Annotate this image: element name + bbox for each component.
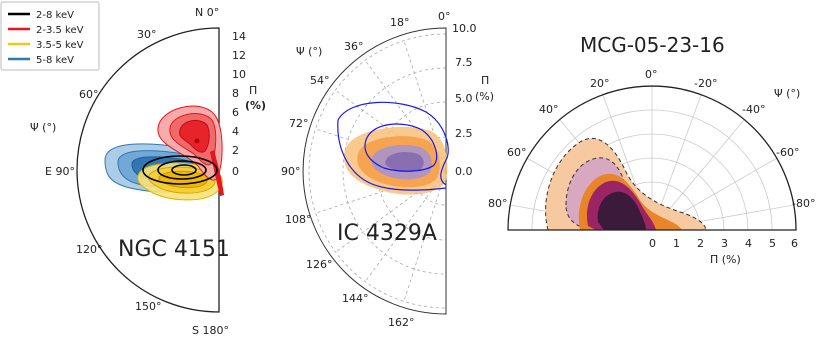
legend-label: 3.5-5 keV <box>36 40 84 51</box>
radial-tick: 1 <box>673 237 680 250</box>
radial-tick: 0.0 <box>455 165 473 178</box>
angle-tick: 36° <box>344 40 364 53</box>
angle-axis-label: Ψ (°) <box>296 45 322 58</box>
radial-tick: 6 <box>791 237 798 250</box>
angle-tick: -60° <box>776 146 799 159</box>
angle-tick: 90° <box>281 165 301 178</box>
radial-tick: 5 <box>769 237 776 250</box>
angle-tick: 18° <box>390 16 410 29</box>
radial-tick: 7.5 <box>455 56 473 69</box>
radial-tick: 4 <box>232 125 239 138</box>
radial-tick: 3 <box>721 237 728 250</box>
panel-title: MCG-05-23-16 <box>580 33 725 57</box>
angle-tick: 60° <box>507 146 527 159</box>
legend-box <box>0 1 100 71</box>
legend: 2-8 keV 2-3.5 keV 3.5-5 keV 5-8 keV <box>0 1 100 71</box>
angle-axis-label: Ψ (°) <box>774 87 800 100</box>
contour-2-8kev <box>142 155 218 185</box>
angle-tick: 144° <box>342 292 369 305</box>
contour-dark <box>597 191 646 230</box>
radial-tick: 2 <box>697 237 704 250</box>
panel-title: IC 4329A <box>337 221 437 246</box>
polar-axes-boundary <box>507 85 797 231</box>
radial-tick: 4 <box>745 237 752 250</box>
angle-tick: 72° <box>289 117 309 130</box>
angle-axis-label: Ψ (°) <box>30 121 56 134</box>
panel-title: NGC 4151 <box>118 237 230 262</box>
radial-axis-label: Π <box>249 84 257 97</box>
radial-tick: 8 <box>232 87 239 100</box>
angle-tick-0: N 0° <box>195 6 219 19</box>
radial-tick: 10.0 <box>452 22 477 35</box>
radial-tick: 5.0 <box>455 92 473 105</box>
panel-mcg052316: 0° 20° 40° 60° 80° -20° -40° -60° -80° 0… <box>488 33 815 266</box>
radial-tick: 10 <box>232 68 246 81</box>
angle-tick-120: 120° <box>76 243 103 256</box>
best-fit-marker <box>194 138 200 144</box>
radial-tick: 14 <box>232 30 246 43</box>
angle-tick: 20° <box>590 77 610 90</box>
radial-axis-unit: (%) <box>245 99 266 112</box>
angle-tick: -80° <box>792 197 815 210</box>
angle-tick-60: 60° <box>79 88 99 101</box>
polar-axes-boundary <box>302 27 447 315</box>
angle-tick-180: S 180° <box>192 324 229 337</box>
legend-label: 2-3.5 keV <box>36 25 84 36</box>
angle-tick: 108° <box>285 213 312 226</box>
angle-tick-150: 150° <box>135 300 162 313</box>
angle-tick: 40° <box>539 103 559 116</box>
radial-tick: 2.5 <box>455 127 473 140</box>
angle-tick: -20° <box>694 77 717 90</box>
angle-tick: 126° <box>306 258 333 271</box>
radial-tick: 2 <box>232 144 239 157</box>
panel-ngc4151: N 0° 30° 60° E 90° 120° 150° S 180° 14 1… <box>0 1 266 337</box>
legend-label: 2-8 keV <box>36 10 74 21</box>
angle-tick-90: E 90° <box>45 165 75 178</box>
angle-tick-30: 30° <box>137 28 157 41</box>
angle-tick: 54° <box>310 74 330 87</box>
radial-axis-label: Π (%) <box>710 253 741 266</box>
angle-tick: -40° <box>742 103 765 116</box>
angle-tick: 0° <box>645 68 658 81</box>
radial-tick: 0 <box>649 237 656 250</box>
radial-tick: 0 <box>232 165 239 178</box>
radial-ticks: 14 12 10 8 6 4 2 0 <box>232 30 246 178</box>
radial-axis-label: Π <box>481 74 489 87</box>
radial-tick: 12 <box>232 49 246 62</box>
angle-tick: 80° <box>488 197 508 210</box>
radial-axis-unit: (%) <box>475 90 494 103</box>
contour-lines <box>337 101 449 191</box>
angle-tick: 0° <box>438 10 451 23</box>
angle-tick: 162° <box>388 316 415 329</box>
radial-tick: 6 <box>232 106 239 119</box>
panel-ic4329a: 0° 18° 36° 54° 72° 90° 108° 126° 144° 16… <box>281 10 494 329</box>
legend-label: 5-8 keV <box>36 55 74 66</box>
